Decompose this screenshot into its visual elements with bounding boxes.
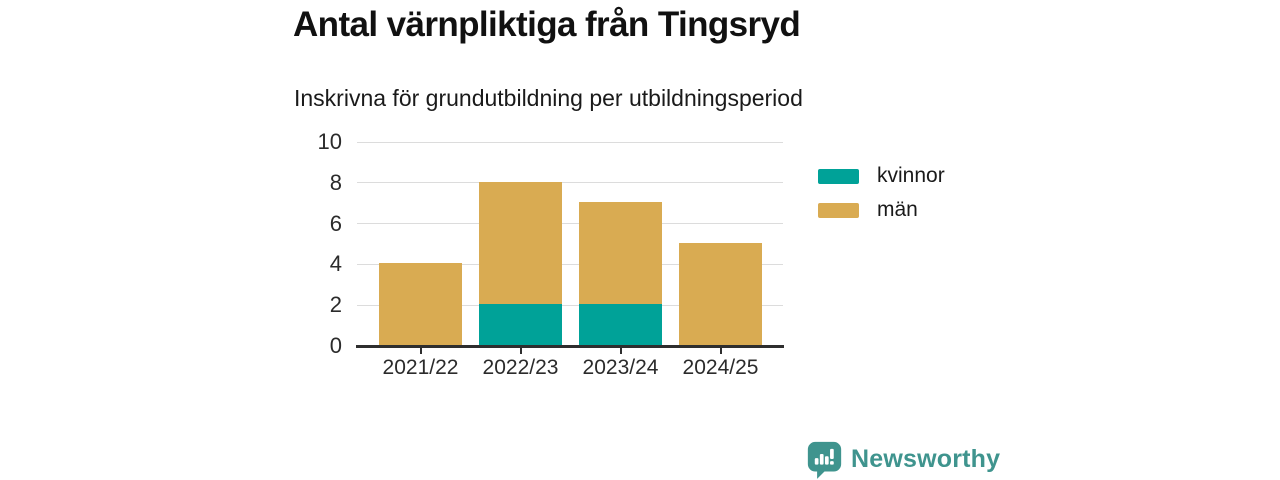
- x-tick-label: 2023/24: [582, 356, 659, 379]
- y-tick-label: 0: [329, 333, 342, 358]
- gridline: [357, 263, 783, 265]
- legend-swatch-män: [818, 202, 859, 218]
- gridline: [357, 304, 783, 306]
- bar-segment-män-2024/25: [679, 243, 762, 345]
- bar-segment-män-2022/23: [479, 181, 562, 305]
- chart-legend: kvinnor män: [818, 165, 945, 233]
- chart-subtitle: Inskrivna för grundutbildning per utbild…: [294, 85, 803, 111]
- x-tick-label: 2024/25: [682, 356, 759, 379]
- bar-segment-kvinnor-2023/24: [579, 304, 662, 345]
- y-tick-label: 6: [329, 210, 342, 236]
- x-axis-line: [356, 345, 784, 348]
- gridline: [357, 141, 783, 143]
- x-axis-tick: [419, 348, 422, 354]
- newsworthy-logo-text: Newsworthy: [851, 445, 1001, 473]
- x-axis-tick: [719, 348, 722, 354]
- y-tick-label: 4: [329, 251, 342, 277]
- newsworthy-logo[interactable]: Newsworthy: [806, 440, 1000, 479]
- bar-segment-män-2023/24: [579, 202, 662, 305]
- gridline: [357, 223, 783, 225]
- x-axis-tick: [519, 348, 522, 354]
- x-axis-tick: [619, 348, 622, 354]
- legend-label: kvinnor: [877, 164, 945, 187]
- bar-segment-män-2021/22: [379, 263, 462, 345]
- newsworthy-logo-icon: [807, 441, 842, 479]
- plot-area: 0 2 4 6 8 10 2021/22 2022/23 2023/24 2024/25: [318, 131, 784, 379]
- legend-swatch-kvinnor: [818, 168, 859, 184]
- bar-segment-kvinnor-2022/23: [479, 304, 562, 345]
- chart-title: Antal värnpliktiga från Tingsryd: [293, 5, 801, 44]
- x-tick-label: 2021/22: [382, 356, 459, 379]
- legend-item-kvinnor: kvinnor: [818, 165, 945, 187]
- y-tick-label: 2: [329, 292, 342, 318]
- legend-label: män: [877, 198, 918, 221]
- y-tick-label: 8: [329, 169, 342, 195]
- y-tick-label: 10: [317, 129, 342, 154]
- x-tick-label: 2022/23: [482, 356, 559, 379]
- gridline: [357, 182, 783, 184]
- legend-item-män: män: [818, 199, 945, 221]
